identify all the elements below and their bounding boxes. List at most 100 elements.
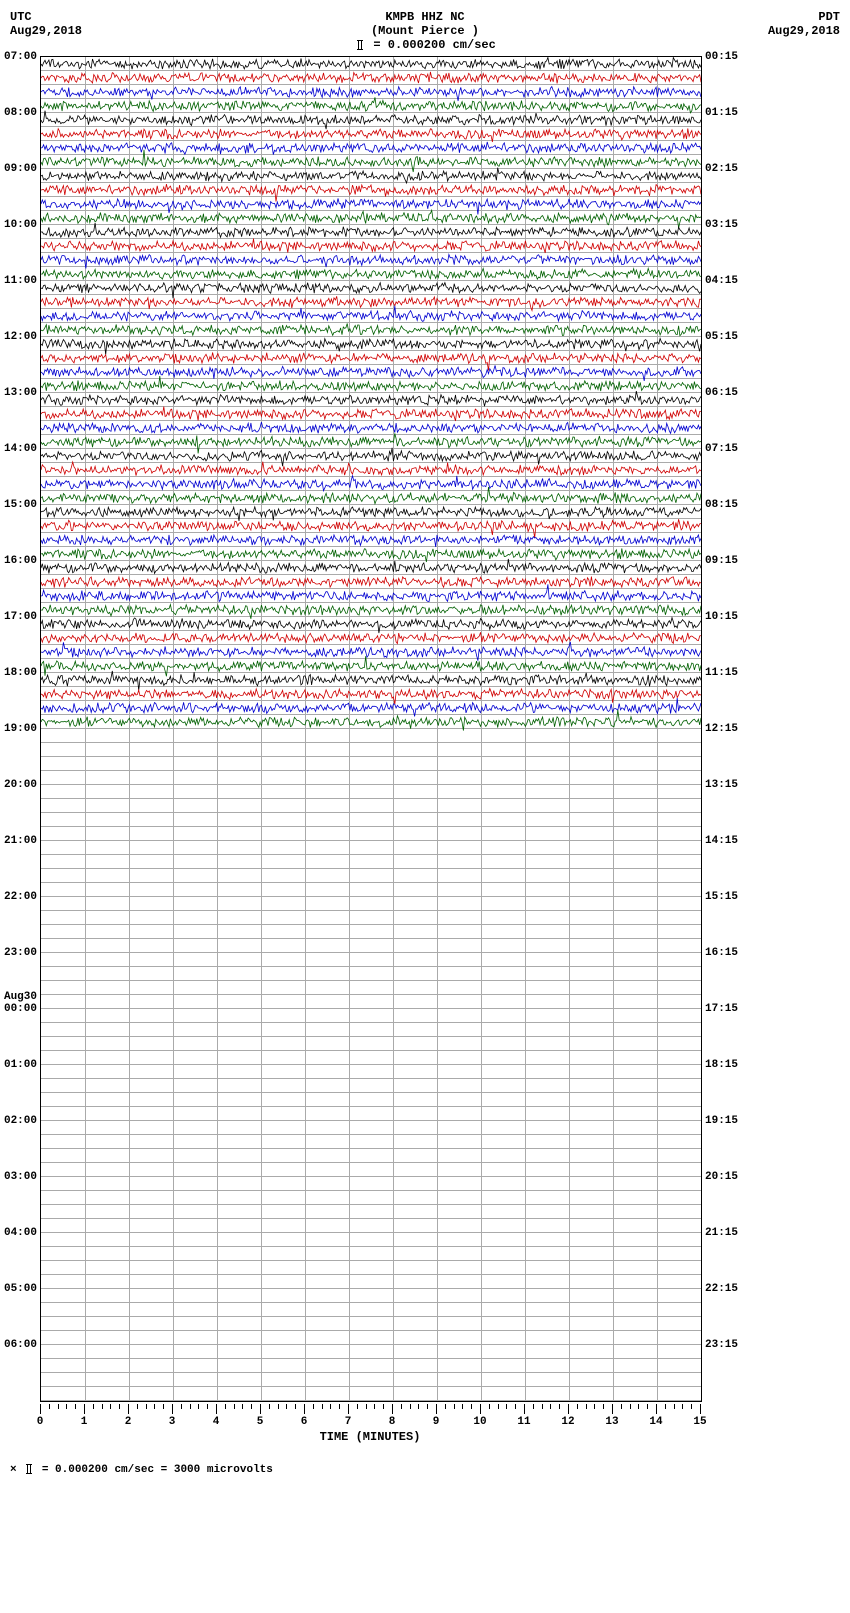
- tick-minor: [383, 1404, 384, 1409]
- trace-row: 09:0002:15: [41, 169, 701, 183]
- trace-row: [41, 155, 701, 169]
- trace-row: [41, 1373, 701, 1387]
- time-label-utc: 15:00: [4, 499, 41, 511]
- trace-row: [41, 589, 701, 603]
- tick-major: [40, 1404, 41, 1414]
- tick-minor: [515, 1404, 516, 1409]
- trace-row: [41, 323, 701, 337]
- tick-minor: [410, 1404, 411, 1409]
- trace-row: [41, 1149, 701, 1163]
- trace-row: 04:0021:15: [41, 1233, 701, 1247]
- trace-row: [41, 799, 701, 813]
- station-code: KMPB HHZ NC: [82, 10, 768, 24]
- tick-minor: [110, 1404, 111, 1409]
- trace-row: [41, 351, 701, 365]
- trace-row: 02:0019:15: [41, 1121, 701, 1135]
- trace-row: [41, 239, 701, 253]
- tick-minor: [322, 1404, 323, 1409]
- tick-label: 13: [605, 1416, 618, 1428]
- time-label-utc: 03:00: [4, 1171, 41, 1183]
- tick-minor: [594, 1404, 595, 1409]
- trace-row: [41, 687, 701, 701]
- tick-label: 2: [125, 1416, 132, 1428]
- tick-label: 15: [693, 1416, 706, 1428]
- time-label-pdt: 00:15: [701, 51, 738, 63]
- trace-row: [41, 141, 701, 155]
- date-left: Aug29,2018: [10, 24, 82, 38]
- seismogram-container: UTC Aug29,2018 KMPB HHZ NC (Mount Pierce…: [10, 10, 840, 1476]
- trace-row: 07:0000:15: [41, 57, 701, 71]
- tick-minor: [489, 1404, 490, 1409]
- trace-row: [41, 981, 701, 995]
- trace-row: [41, 701, 701, 715]
- trace-row: 01:0018:15: [41, 1065, 701, 1079]
- trace-row: [41, 421, 701, 435]
- time-label-utc: 06:00: [4, 1339, 41, 1351]
- trace-row: [41, 547, 701, 561]
- seismogram-plot: 07:0000:1508:0001:1509:0002:1510:0003:15…: [40, 56, 702, 1402]
- tick-minor: [330, 1404, 331, 1409]
- trace-row: [41, 1107, 701, 1121]
- trace-row: [41, 1037, 701, 1051]
- time-label-utc: Aug3000:00: [4, 991, 41, 1015]
- trace-row: [41, 743, 701, 757]
- tick-minor: [225, 1404, 226, 1409]
- time-label-pdt: 23:15: [701, 1339, 738, 1351]
- tick-minor: [418, 1404, 419, 1409]
- tick-minor: [630, 1404, 631, 1409]
- footer-text: = 0.000200 cm/sec = 3000 microvolts: [42, 1464, 273, 1476]
- time-label-utc: 14:00: [4, 443, 41, 455]
- trace-row: [41, 435, 701, 449]
- tick-minor: [374, 1404, 375, 1409]
- tick-major: [128, 1404, 129, 1414]
- trace-row: [41, 603, 701, 617]
- tick-minor: [471, 1404, 472, 1409]
- tick-minor: [207, 1404, 208, 1409]
- trace-row: 10:0003:15: [41, 225, 701, 239]
- trace-row: 03:0020:15: [41, 1177, 701, 1191]
- time-label-pdt: 12:15: [701, 723, 738, 735]
- time-label-pdt: 21:15: [701, 1227, 738, 1239]
- tick-minor: [137, 1404, 138, 1409]
- trace-row: 23:0016:15: [41, 953, 701, 967]
- trace-row: [41, 85, 701, 99]
- tick-minor: [75, 1404, 76, 1409]
- time-label-utc: 04:00: [4, 1227, 41, 1239]
- time-label-utc: 12:00: [4, 331, 41, 343]
- trace-row: [41, 197, 701, 211]
- tick-minor: [295, 1404, 296, 1409]
- tick-major: [216, 1404, 217, 1414]
- time-label-utc: 17:00: [4, 611, 41, 623]
- trace-row: [41, 1023, 701, 1037]
- tick-label: 14: [649, 1416, 662, 1428]
- tick-major: [84, 1404, 85, 1414]
- time-label-pdt: 10:15: [701, 611, 738, 623]
- tick-minor: [533, 1404, 534, 1409]
- time-label-pdt: 08:15: [701, 499, 738, 511]
- tick-label: 1: [81, 1416, 88, 1428]
- tick-minor: [401, 1404, 402, 1409]
- time-label-pdt: 05:15: [701, 331, 738, 343]
- time-label-pdt: 11:15: [701, 667, 738, 679]
- trace-row: [41, 1247, 701, 1261]
- time-label-pdt: 15:15: [701, 891, 738, 903]
- trace-row: 19:0012:15: [41, 729, 701, 743]
- scale-bar-icon: [27, 1464, 31, 1474]
- time-label-utc: 13:00: [4, 387, 41, 399]
- trace-row: 16:0009:15: [41, 561, 701, 575]
- header-center: KMPB HHZ NC (Mount Pierce ) = 0.000200 c…: [82, 10, 768, 52]
- trace-row: [41, 911, 701, 925]
- tick-minor: [49, 1404, 50, 1409]
- trace-row: [41, 1191, 701, 1205]
- trace-row: [41, 295, 701, 309]
- trace-row: [41, 1051, 701, 1065]
- trace-row: [41, 1317, 701, 1331]
- footer-prefix: ×: [10, 1464, 17, 1476]
- trace-row: [41, 1079, 701, 1093]
- time-label-pdt: 14:15: [701, 835, 738, 847]
- tick-minor: [102, 1404, 103, 1409]
- scale-text: = 0.000200 cm/sec: [373, 38, 495, 52]
- trace-row: [41, 127, 701, 141]
- tick-minor: [93, 1404, 94, 1409]
- trace-row: [41, 1275, 701, 1289]
